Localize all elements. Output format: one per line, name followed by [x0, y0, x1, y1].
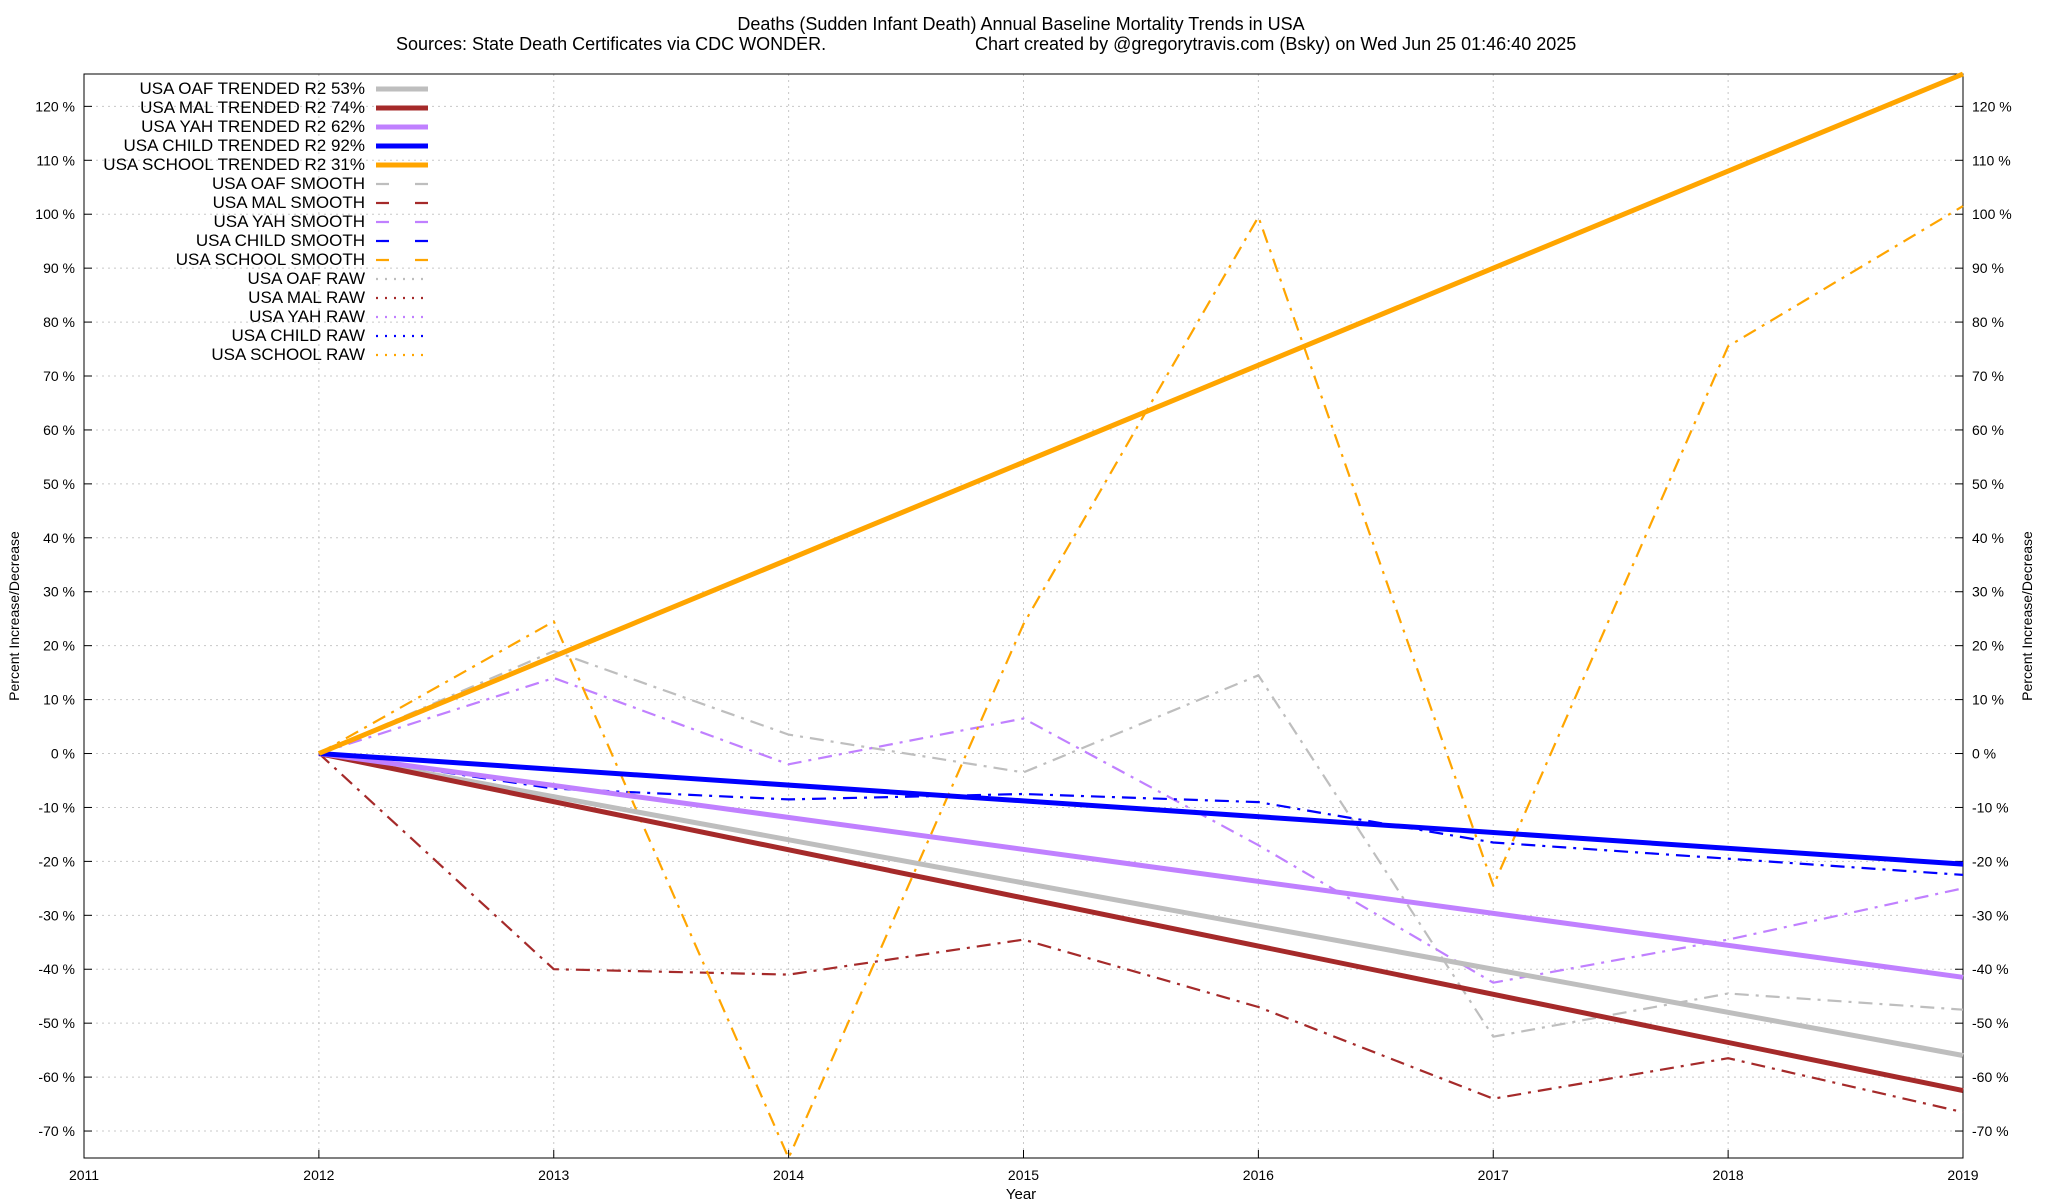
y2-tick-label: -20 % — [1972, 853, 2009, 869]
y2-tick-label: -70 % — [1972, 1123, 2009, 1139]
y2-tick-label: 100 % — [1972, 206, 2012, 222]
x-tick-label: 2012 — [303, 1167, 334, 1183]
series-line-usa-yah-trended-r2-62 — [318, 751, 1964, 980]
legend-label: USA CHILD RAW — [231, 326, 365, 345]
y2-tick-label: 50 % — [1972, 476, 2004, 492]
x-tick-label: 2013 — [538, 1167, 569, 1183]
series-line-usa-oaf-smooth — [318, 649, 1964, 1038]
y-tick-label: -30 % — [38, 907, 75, 923]
y-tick-label: 0 % — [51, 746, 75, 762]
y2-tick-label: 90 % — [1972, 260, 2004, 276]
chart-subtitle-right: Chart created by @gregorytravis.com (Bsk… — [975, 34, 1576, 54]
y-tick-label: 110 % — [36, 152, 75, 168]
series-line-usa-child-trended-r2-92 — [318, 751, 1964, 867]
x-tick-label: 2019 — [1947, 1167, 1978, 1183]
grid-layer — [84, 74, 1963, 1158]
series-line-usa-yah-smooth — [318, 676, 1964, 984]
y2-tick-label: -10 % — [1972, 799, 2009, 815]
x-tick-label: 2015 — [1008, 1167, 1039, 1183]
y2-tick-label: 10 % — [1972, 692, 2004, 708]
series-line-usa-school-smooth — [318, 205, 1964, 1160]
y2-axis-label: Percent Increase/Decrease — [2019, 531, 2035, 701]
y2-tick-label: 80 % — [1972, 314, 2004, 330]
legend-label: USA MAL RAW — [248, 288, 365, 307]
y-tick-label: 20 % — [43, 638, 75, 654]
tick-layer: 120 % 120 % 110 % 110 % 100 % 100 % 90 % 90 % 80… — [35, 98, 2011, 1183]
legend-label: USA MAL SMOOTH — [213, 193, 365, 212]
y2-tick-label: 40 % — [1972, 530, 2004, 546]
chart-subtitle-left: Sources: State Death Certificates via CD… — [396, 34, 826, 54]
chart-title: Deaths (Sudden Infant Death) Annual Base… — [737, 14, 1304, 34]
legend-label: USA OAF RAW — [248, 269, 365, 288]
legend-label: USA SCHOOL RAW — [211, 345, 365, 364]
y2-tick-label: 110 % — [1972, 152, 2011, 168]
legend-label: USA YAH SMOOTH — [214, 212, 365, 231]
y-tick-label: 80 % — [43, 314, 75, 330]
legend-label: USA OAF SMOOTH — [212, 174, 365, 193]
series-line-usa-mal-trended-r2-74 — [318, 751, 1964, 1094]
x-axis-label: Year — [1006, 1186, 1036, 1200]
legend-label: USA MAL TRENDED R2 74% — [140, 98, 365, 117]
y2-tick-label: -40 % — [1972, 961, 2009, 977]
series-line-usa-child-smooth — [318, 752, 1964, 876]
y2-tick-label: 60 % — [1972, 422, 2004, 438]
y-tick-label: 10 % — [43, 692, 75, 708]
series-line-usa-oaf-trended-r2-53 — [318, 751, 1964, 1058]
y-tick-label: 50 % — [43, 476, 75, 492]
y2-tick-label: 20 % — [1972, 638, 2004, 654]
y2-tick-label: 70 % — [1972, 368, 2004, 384]
y-tick-label: -50 % — [38, 1015, 75, 1031]
y-tick-label: 40 % — [43, 530, 75, 546]
y2-tick-label: -50 % — [1972, 1015, 2009, 1031]
legend-label: USA SCHOOL SMOOTH — [176, 250, 365, 269]
x-tick-label: 2017 — [1478, 1167, 1509, 1183]
legend-label: USA CHILD TRENDED R2 92% — [123, 136, 365, 155]
x-tick-label: 2018 — [1713, 1167, 1744, 1183]
legend-label: USA CHILD SMOOTH — [196, 231, 365, 250]
y-axis-label: Percent Increase/Decrease — [6, 531, 22, 701]
y-tick-label: -20 % — [38, 853, 75, 869]
y-tick-label: 90 % — [43, 260, 75, 276]
legend-label: USA YAH TRENDED R2 62% — [141, 117, 365, 136]
y2-tick-label: 120 % — [1972, 98, 2012, 114]
series-layer — [317, 71, 1964, 1160]
y-tick-label: 120 % — [35, 98, 75, 114]
x-tick-label: 2011 — [69, 1167, 99, 1183]
y-tick-label: -10 % — [38, 799, 75, 815]
legend-label: USA SCHOOL TRENDED R2 31% — [103, 155, 365, 174]
y-tick-label: -60 % — [38, 1069, 75, 1085]
x-tick-label: 2014 — [773, 1167, 804, 1183]
y2-tick-label: -30 % — [1972, 907, 2009, 923]
y2-tick-label: -60 % — [1972, 1069, 2009, 1085]
y2-tick-label: 30 % — [1972, 584, 2004, 600]
series-line-usa-school-trended-r2-31 — [317, 71, 1964, 756]
y-tick-label: 60 % — [43, 422, 75, 438]
y-tick-label: 30 % — [43, 584, 75, 600]
y-tick-label: -70 % — [38, 1123, 75, 1139]
y-tick-label: 100 % — [35, 206, 75, 222]
y2-tick-label: 0 % — [1972, 746, 1996, 762]
legend-label: USA YAH RAW — [249, 307, 365, 326]
y-tick-label: 70 % — [43, 368, 75, 384]
y-tick-label: -40 % — [38, 961, 75, 977]
legend-label: USA OAF TRENDED R2 53% — [140, 79, 365, 98]
legend: USA OAF TRENDED R2 53%USA MAL TRENDED R2… — [103, 79, 428, 364]
x-tick-label: 2016 — [1243, 1167, 1274, 1183]
